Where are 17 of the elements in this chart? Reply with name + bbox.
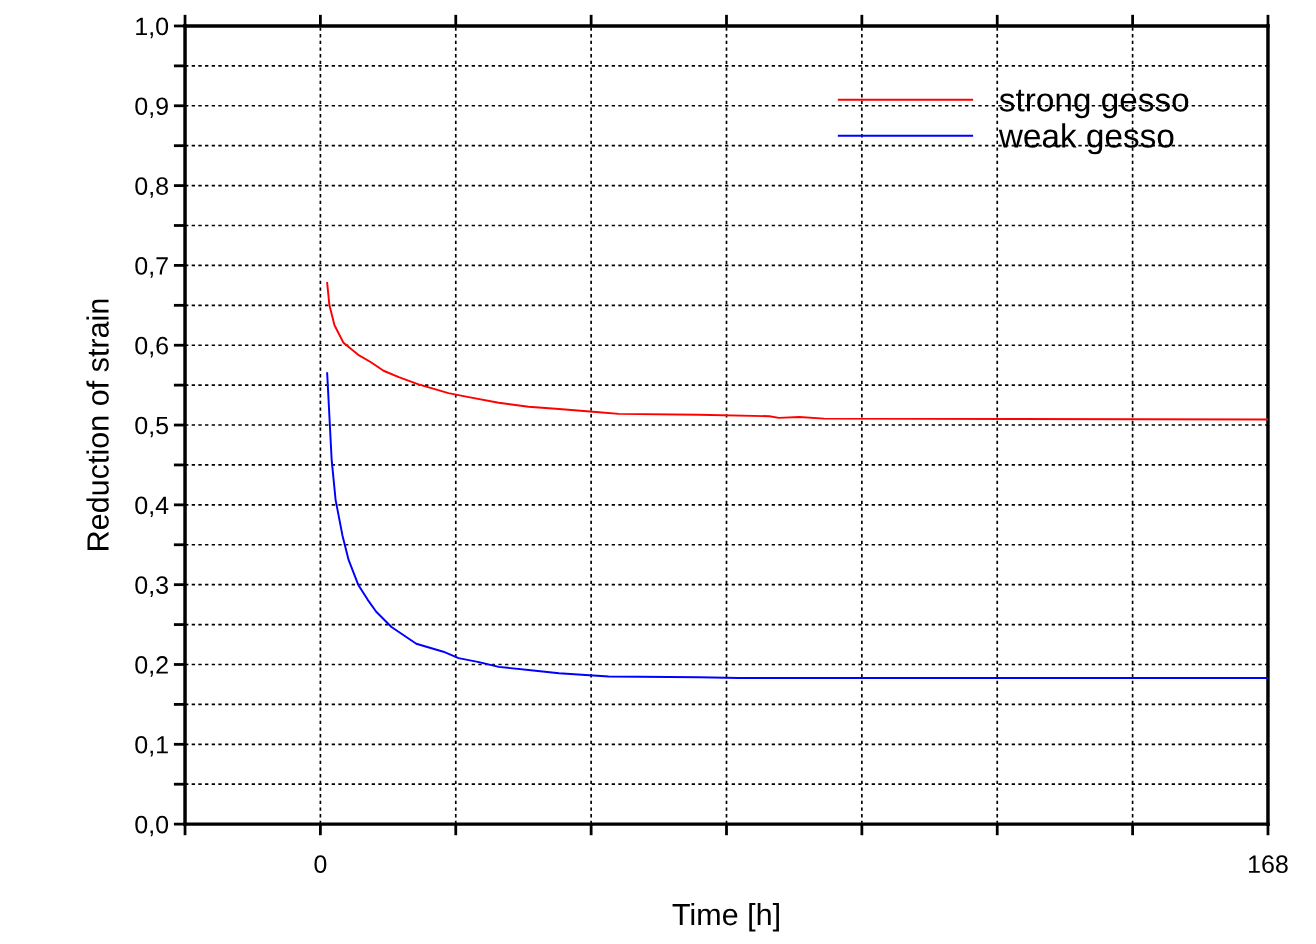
y-tick-label: 1,0 — [136, 17, 169, 39]
x-tick-label: 168 — [1249, 855, 1288, 874]
y-tick-label: 0,9 — [135, 97, 168, 119]
x-tick-label: 0 — [314, 855, 327, 874]
y-tick-label: 0,7 — [135, 257, 168, 278]
x-axis-title: Time [h] — [672, 902, 779, 932]
y-tick-label: 0,4 — [135, 496, 169, 518]
y-axis-title: Reduction of strain — [86, 299, 109, 550]
legend-label: strong gesso — [999, 89, 1189, 119]
y-tick-label: 0,1 — [135, 735, 168, 757]
y-tick-label: 0,6 — [135, 336, 168, 358]
legend-label: weak gesso — [998, 123, 1174, 155]
y-tick-label: 0,0 — [135, 815, 169, 837]
y-tick-label: 0,2 — [135, 656, 168, 677]
y-tick-label: 0,8 — [135, 177, 168, 198]
y-tick-label: 0,5 — [135, 416, 169, 438]
y-tick-label: 0,3 — [135, 576, 168, 597]
